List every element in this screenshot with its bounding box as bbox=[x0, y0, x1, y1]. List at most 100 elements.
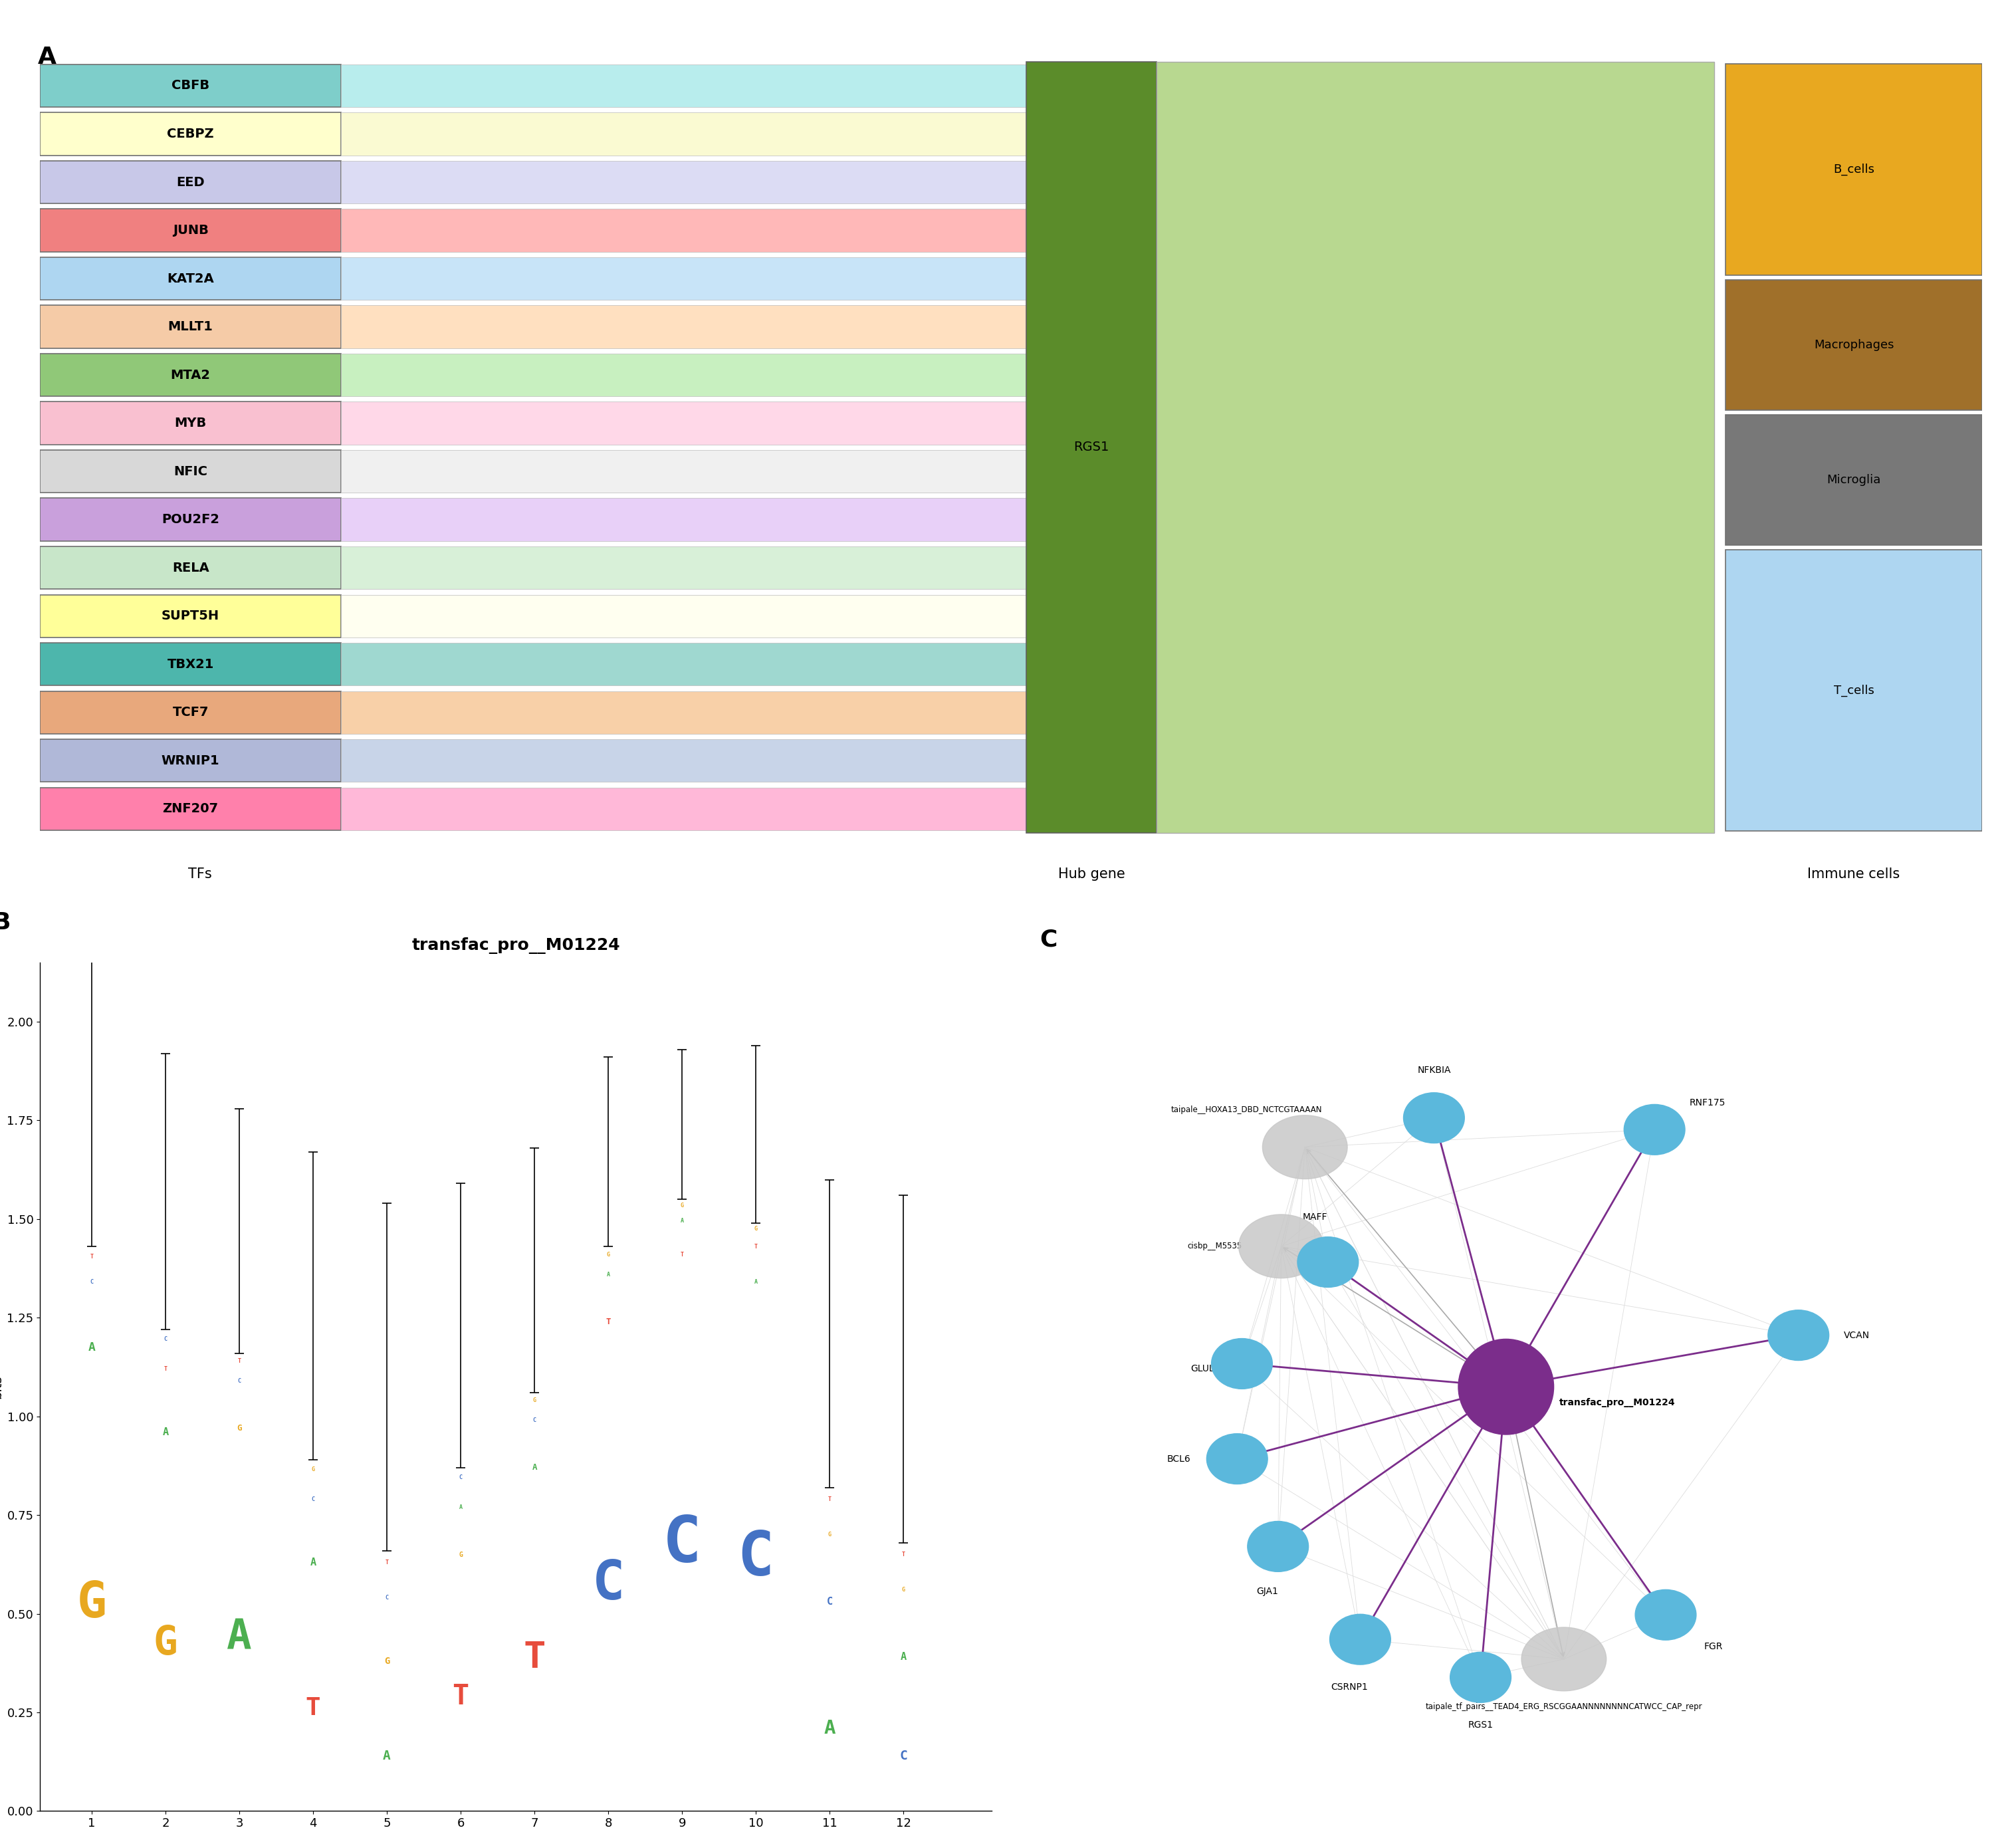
Text: C: C bbox=[458, 1475, 462, 1480]
Ellipse shape bbox=[1636, 1589, 1696, 1639]
Ellipse shape bbox=[1768, 1310, 1830, 1360]
FancyBboxPatch shape bbox=[40, 547, 340, 590]
Text: transfac_pro__M01224: transfac_pro__M01224 bbox=[1560, 1399, 1676, 1408]
Text: C: C bbox=[533, 1417, 537, 1423]
Text: G: G bbox=[681, 1203, 685, 1209]
FancyBboxPatch shape bbox=[40, 643, 340, 686]
FancyBboxPatch shape bbox=[340, 161, 1027, 203]
Text: T: T bbox=[452, 1684, 468, 1711]
Text: taipale__HOXA13_DBD_NCTCGTAAAAN: taipale__HOXA13_DBD_NCTCGTAAAAN bbox=[1171, 1105, 1321, 1114]
Title: transfac_pro__M01224: transfac_pro__M01224 bbox=[412, 937, 621, 954]
Text: G: G bbox=[901, 1587, 905, 1593]
Text: T: T bbox=[901, 1552, 905, 1558]
Text: T: T bbox=[164, 1366, 166, 1371]
FancyBboxPatch shape bbox=[340, 739, 1027, 782]
Text: C: C bbox=[827, 1597, 833, 1608]
Text: C: C bbox=[164, 1336, 166, 1342]
Text: C: C bbox=[238, 1379, 240, 1384]
Text: CBFB: CBFB bbox=[172, 79, 210, 92]
Text: C: C bbox=[90, 1279, 94, 1284]
Text: C: C bbox=[737, 1528, 775, 1589]
Text: ZNF207: ZNF207 bbox=[162, 802, 218, 815]
FancyBboxPatch shape bbox=[40, 451, 340, 493]
Text: JUNB: JUNB bbox=[172, 224, 208, 237]
Text: Microglia: Microglia bbox=[1826, 475, 1880, 486]
FancyBboxPatch shape bbox=[40, 209, 340, 251]
Text: A: A bbox=[382, 1750, 390, 1763]
FancyBboxPatch shape bbox=[40, 595, 340, 638]
Y-axis label: bits: bits bbox=[0, 1375, 4, 1399]
Text: A: A bbox=[88, 1342, 96, 1353]
Text: RGS1: RGS1 bbox=[1073, 442, 1109, 453]
Text: KAT2A: KAT2A bbox=[166, 272, 214, 285]
FancyBboxPatch shape bbox=[340, 305, 1027, 347]
Text: T: T bbox=[755, 1244, 757, 1249]
FancyBboxPatch shape bbox=[40, 353, 340, 395]
FancyBboxPatch shape bbox=[40, 113, 340, 155]
FancyBboxPatch shape bbox=[340, 547, 1027, 590]
Text: TBX21: TBX21 bbox=[166, 658, 214, 671]
Text: GLUL: GLUL bbox=[1191, 1364, 1213, 1373]
Text: A: A bbox=[681, 1218, 685, 1223]
Text: G: G bbox=[76, 1580, 106, 1628]
Text: T_cells: T_cells bbox=[1834, 684, 1874, 697]
Text: G: G bbox=[458, 1550, 462, 1558]
Text: Macrophages: Macrophages bbox=[1814, 340, 1894, 351]
Text: A: A bbox=[533, 1464, 537, 1473]
Text: C: C bbox=[899, 1750, 907, 1763]
FancyBboxPatch shape bbox=[340, 209, 1027, 251]
Text: G: G bbox=[829, 1532, 831, 1538]
FancyBboxPatch shape bbox=[340, 643, 1027, 686]
FancyBboxPatch shape bbox=[340, 113, 1027, 155]
Text: TCF7: TCF7 bbox=[172, 706, 208, 719]
Ellipse shape bbox=[1297, 1236, 1359, 1288]
Text: T: T bbox=[607, 1318, 611, 1327]
FancyBboxPatch shape bbox=[340, 691, 1027, 734]
Text: G: G bbox=[607, 1251, 611, 1258]
FancyBboxPatch shape bbox=[40, 257, 340, 299]
Ellipse shape bbox=[1207, 1434, 1267, 1484]
FancyBboxPatch shape bbox=[40, 305, 340, 347]
Text: A: A bbox=[226, 1617, 252, 1658]
FancyBboxPatch shape bbox=[340, 499, 1027, 541]
Text: RGS1: RGS1 bbox=[1467, 1720, 1493, 1730]
Text: A: A bbox=[310, 1558, 316, 1567]
Ellipse shape bbox=[1449, 1652, 1512, 1702]
Text: T: T bbox=[829, 1497, 831, 1502]
Text: T: T bbox=[306, 1696, 320, 1720]
Ellipse shape bbox=[1211, 1338, 1273, 1390]
Ellipse shape bbox=[1624, 1105, 1686, 1155]
FancyBboxPatch shape bbox=[40, 787, 340, 830]
Text: TFs: TFs bbox=[188, 869, 212, 881]
Text: C: C bbox=[593, 1558, 625, 1610]
Text: cisbp__M5535: cisbp__M5535 bbox=[1187, 1242, 1241, 1251]
Text: VCAN: VCAN bbox=[1844, 1331, 1870, 1340]
Text: CEBPZ: CEBPZ bbox=[166, 128, 214, 140]
FancyBboxPatch shape bbox=[1726, 551, 1982, 830]
Text: Hub gene: Hub gene bbox=[1059, 869, 1125, 881]
Text: MTA2: MTA2 bbox=[170, 368, 210, 381]
Text: G: G bbox=[384, 1656, 390, 1665]
FancyBboxPatch shape bbox=[1027, 61, 1157, 833]
Text: T: T bbox=[90, 1253, 94, 1260]
Text: G: G bbox=[236, 1425, 242, 1432]
Text: NFKBIA: NFKBIA bbox=[1417, 1066, 1451, 1076]
FancyBboxPatch shape bbox=[340, 353, 1027, 395]
Text: RELA: RELA bbox=[172, 562, 208, 575]
Text: T: T bbox=[681, 1251, 685, 1258]
FancyBboxPatch shape bbox=[1726, 416, 1982, 545]
FancyBboxPatch shape bbox=[340, 257, 1027, 299]
FancyBboxPatch shape bbox=[40, 691, 340, 734]
Text: Immune cells: Immune cells bbox=[1808, 869, 1900, 881]
Text: BCL6: BCL6 bbox=[1167, 1454, 1191, 1464]
Text: G: G bbox=[755, 1225, 757, 1233]
FancyBboxPatch shape bbox=[1157, 61, 1714, 833]
Text: MYB: MYB bbox=[174, 418, 206, 429]
FancyBboxPatch shape bbox=[340, 401, 1027, 445]
Text: B: B bbox=[0, 911, 10, 935]
Ellipse shape bbox=[1247, 1521, 1309, 1571]
Text: G: G bbox=[154, 1624, 178, 1663]
Text: A: A bbox=[458, 1504, 462, 1510]
FancyBboxPatch shape bbox=[340, 787, 1027, 830]
Text: FGR: FGR bbox=[1704, 1643, 1724, 1652]
